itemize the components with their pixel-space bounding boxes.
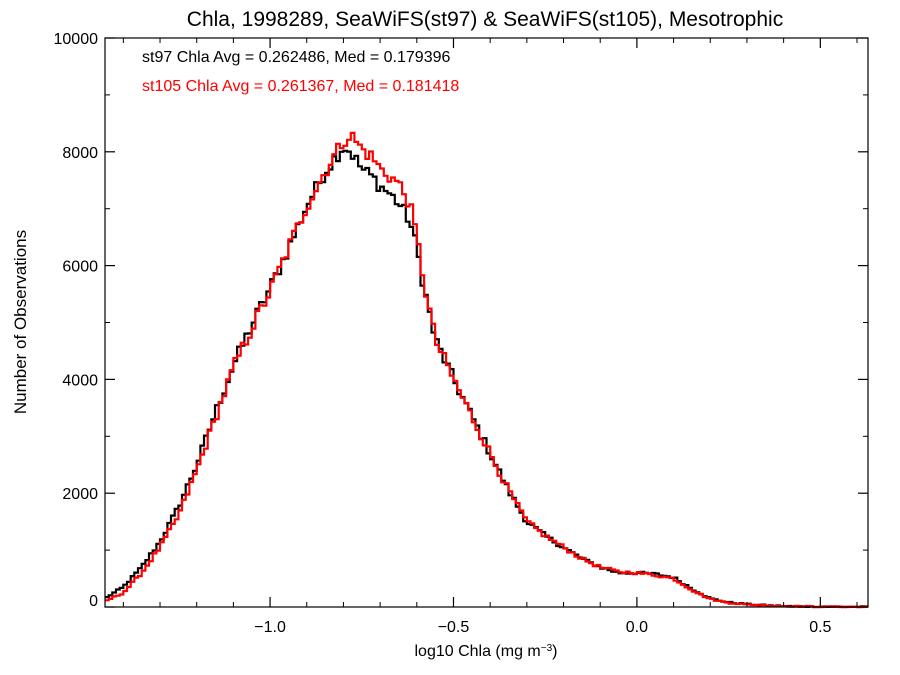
- annotation-st105-stats: st105 Chla Avg = 0.261367, Med = 0.18141…: [142, 78, 459, 95]
- x-tick-label: −0.5: [438, 619, 470, 636]
- y-tick-label: 6000: [62, 259, 98, 276]
- y-tick-label: 10000: [54, 31, 99, 48]
- x-tick-label: 0.0: [626, 619, 648, 636]
- y-tick-label: 4000: [62, 372, 98, 389]
- x-axis-label-suffix: ): [552, 643, 557, 660]
- x-axis-label: log10 Chla (mg m−3): [414, 643, 557, 661]
- x-axis-label-superscript: −3: [541, 643, 553, 654]
- annotation-st97-stats: st97 Chla Avg = 0.262486, Med = 0.179396: [142, 49, 450, 66]
- y-tick-label: 8000: [62, 145, 98, 162]
- y-tick-label: 0: [89, 593, 98, 610]
- series-line-1: [105, 131, 868, 609]
- y-axis-label: Number of Observations: [11, 230, 30, 414]
- x-tick-label: 0.5: [809, 619, 831, 636]
- y-tick-label: 2000: [62, 486, 98, 503]
- chart-title: Chla, 1998289, SeaWiFS(st97) & SeaWiFS(s…: [187, 8, 783, 31]
- x-tick-label: −1.0: [254, 619, 286, 636]
- x-axis-label-main: log10 Chla (mg m: [414, 643, 540, 660]
- ticks-layer: −1.0 −0.5 0.0 0.5 0 2000 4000 6000 8000 10000: [54, 31, 868, 636]
- series-layer: [105, 131, 868, 609]
